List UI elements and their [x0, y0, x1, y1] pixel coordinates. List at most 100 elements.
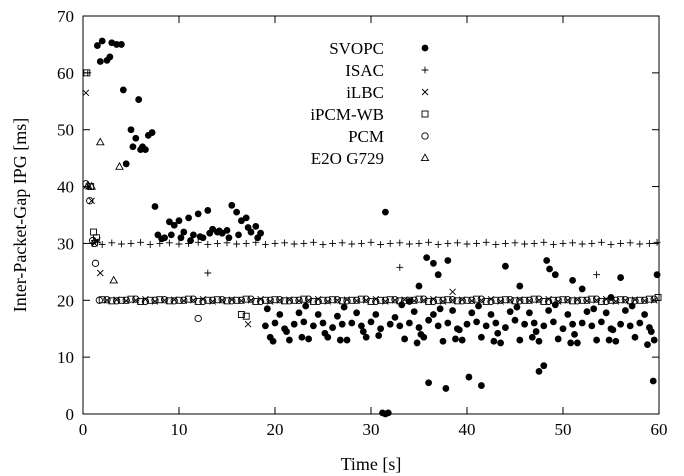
data-point	[607, 294, 615, 301]
data-point	[622, 296, 629, 304]
data-point	[497, 339, 504, 347]
data-point	[496, 296, 505, 304]
data-point	[372, 311, 380, 318]
data-point	[334, 312, 341, 320]
data-point	[151, 203, 159, 210]
data-point	[233, 240, 240, 248]
data-point	[127, 240, 135, 247]
data-point	[233, 296, 241, 304]
data-point	[359, 328, 367, 335]
data-point	[223, 226, 231, 234]
data-point	[571, 331, 578, 338]
data-point	[653, 271, 661, 279]
data-point	[166, 218, 173, 226]
data-point	[434, 271, 442, 279]
data-point	[286, 336, 293, 344]
data-point	[160, 296, 169, 304]
data-point	[448, 296, 457, 304]
data-point	[96, 269, 104, 277]
data-point	[449, 296, 456, 304]
data-point	[602, 297, 610, 306]
data-point	[329, 324, 336, 331]
data-point	[598, 318, 605, 326]
data-point	[551, 271, 559, 279]
data-point	[88, 197, 95, 205]
axis-ticks: 0 10 20 30 40 50 60 0 10 20 30 40 50 60 70	[57, 7, 668, 439]
data-point	[574, 296, 581, 304]
data-point	[223, 239, 231, 247]
data-point	[353, 297, 360, 305]
data-point	[348, 296, 356, 304]
data-point	[319, 241, 327, 248]
data-point	[237, 296, 246, 304]
legend-label: E2O G729	[311, 149, 384, 168]
data-point	[165, 297, 173, 305]
data-point	[511, 239, 519, 247]
data-point	[425, 379, 432, 387]
data-point	[550, 318, 557, 326]
data-point	[85, 183, 93, 190]
data-point	[617, 320, 624, 328]
data-point	[319, 319, 327, 327]
data-point	[204, 241, 212, 248]
data-point	[516, 296, 524, 304]
data-point	[482, 238, 490, 246]
data-point	[631, 296, 639, 304]
data-point	[545, 295, 552, 303]
data-point	[314, 297, 322, 306]
data-point	[592, 295, 601, 303]
data-point	[336, 336, 344, 344]
data-point	[646, 240, 653, 247]
data-point	[487, 311, 495, 318]
data-point	[521, 240, 528, 248]
data-point	[617, 274, 624, 281]
data-point	[302, 302, 310, 310]
data-point	[266, 296, 274, 304]
data-point	[559, 325, 567, 333]
data-point	[526, 309, 533, 317]
data-point	[98, 296, 106, 304]
series-svopc	[94, 37, 661, 418]
data-point	[108, 297, 116, 305]
data-point	[434, 322, 442, 330]
data-point	[593, 296, 600, 304]
data-point	[573, 297, 582, 305]
data-point	[653, 238, 661, 246]
data-point	[516, 336, 524, 344]
data-point	[338, 320, 346, 328]
data-point	[617, 240, 624, 247]
data-point	[298, 333, 306, 341]
data-points	[82, 37, 662, 418]
data-point	[269, 337, 277, 345]
data-point	[237, 311, 245, 318]
data-point	[583, 308, 591, 316]
legend-marker	[421, 44, 429, 52]
data-point	[94, 42, 101, 49]
data-point	[340, 303, 348, 311]
data-point	[180, 228, 188, 236]
data-point	[444, 257, 452, 264]
data-point	[622, 307, 629, 314]
data-point	[261, 296, 269, 304]
data-point	[235, 231, 242, 239]
data-point	[468, 309, 476, 317]
data-point	[521, 320, 528, 328]
data-point	[487, 297, 495, 306]
data-point	[593, 336, 600, 344]
x-tick-label: 0	[79, 420, 88, 439]
data-point	[196, 233, 204, 241]
data-point	[95, 137, 105, 146]
data-point	[281, 239, 288, 247]
data-point	[358, 322, 365, 330]
data-point	[295, 309, 303, 317]
data-point	[295, 297, 303, 305]
data-point	[598, 238, 605, 246]
data-point	[477, 295, 486, 303]
data-point	[91, 259, 100, 267]
data-point	[228, 201, 236, 209]
data-point	[649, 377, 657, 385]
data-point	[463, 240, 471, 248]
data-point	[180, 297, 188, 305]
data-point	[86, 197, 94, 205]
data-point	[190, 296, 197, 304]
